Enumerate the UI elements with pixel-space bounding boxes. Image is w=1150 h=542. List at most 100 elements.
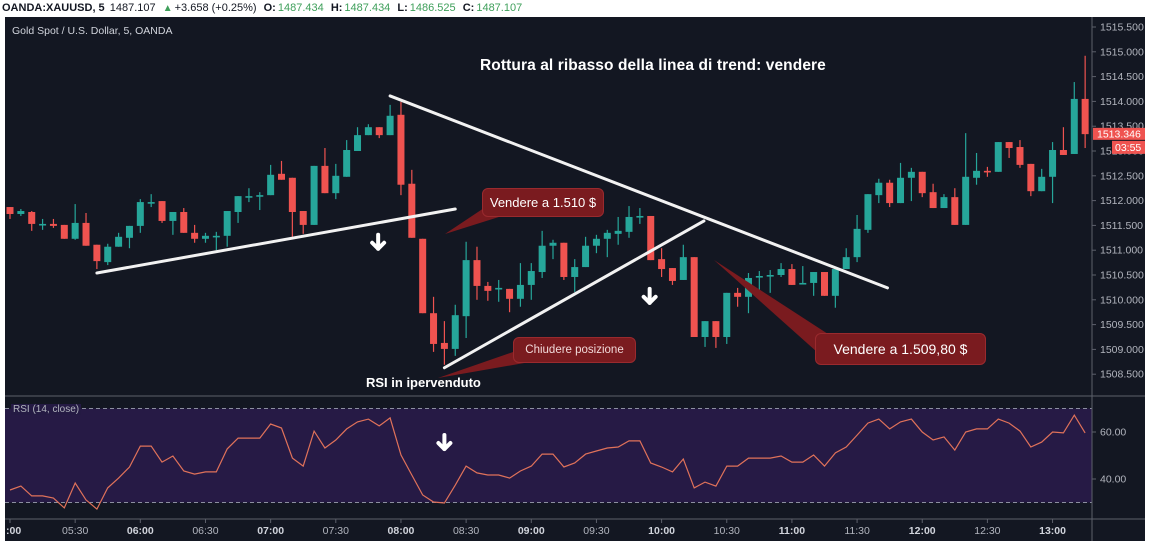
price-tick-label: 1508.500 xyxy=(1100,369,1144,381)
rsi-line xyxy=(9,413,1086,511)
bullish-candle xyxy=(104,243,112,266)
bullish-candle xyxy=(169,212,177,235)
bearish-candle xyxy=(278,160,285,180)
bearish-candle xyxy=(788,264,796,285)
rsi-oversold-note[interactable]: RSI in ipervenduto xyxy=(366,375,481,390)
descending-trendline[interactable] xyxy=(388,94,889,290)
bearish-candle xyxy=(918,171,926,198)
bearish-candle xyxy=(60,224,68,239)
bullish-candle xyxy=(201,232,209,243)
chart-annotation-title[interactable]: Rottura al ribasso della linea di trend:… xyxy=(480,57,826,74)
bullish-candle xyxy=(582,236,590,268)
rsi-legend[interactable]: RSI (14, close) xyxy=(11,404,82,415)
bearish-candle xyxy=(484,281,492,301)
time-tick-label: 06:30 xyxy=(192,525,218,537)
bearish-candle xyxy=(473,246,481,300)
bearish-candle xyxy=(1059,127,1067,155)
rsi-overbought-oversold-band xyxy=(5,408,1092,503)
bearish-candle xyxy=(1081,55,1089,149)
bearish-candle xyxy=(1027,163,1035,197)
price-tick-label: 1511.500 xyxy=(1100,220,1143,232)
time-tick-label: 11:00 xyxy=(779,525,805,537)
arrow-markers[interactable] xyxy=(370,232,658,452)
bullish-candle xyxy=(386,104,394,136)
bullish-candle xyxy=(799,266,807,285)
bearish-candle xyxy=(419,238,427,314)
callout-sell-1510[interactable]: Vendere a 1.510 $ xyxy=(482,188,604,217)
time-tick-label: 13:00 xyxy=(1039,525,1066,537)
last-price-marker: 1513.346 03:55 xyxy=(1093,127,1145,154)
bearish-candle xyxy=(821,272,828,296)
time-tick-label: 09:30 xyxy=(583,525,609,537)
series-legend[interactable]: Gold Spot / U.S. Dollar, 5, OANDA xyxy=(12,25,173,37)
bearish-candle xyxy=(408,169,416,238)
bullish-candle xyxy=(853,214,861,263)
bearish-candle xyxy=(93,244,101,270)
bearish-candle xyxy=(951,188,959,225)
sell-arrow-down-icon[interactable] xyxy=(641,286,658,305)
bullish-candle xyxy=(364,124,372,136)
bearish-candle xyxy=(668,268,676,285)
last-price: 1487.107 xyxy=(109,2,156,14)
bullish-candle xyxy=(875,178,883,204)
bearish-candle xyxy=(180,208,188,233)
bullish-candle xyxy=(245,188,253,203)
time-tick-label: 07:30 xyxy=(323,525,349,537)
trendline-drawings[interactable] xyxy=(95,94,889,370)
rsi-axis[interactable]: 60.00 40.00 xyxy=(1092,427,1126,486)
bullish-candle xyxy=(549,239,557,260)
bullish-candle xyxy=(940,194,948,209)
oversold-arrow-down-icon[interactable] xyxy=(436,433,453,452)
callout-close-position[interactable]: Chiudere posizione xyxy=(513,337,636,363)
callout-tail xyxy=(438,351,530,378)
price-axis[interactable]: 1515.5001515.0001514.5001514.0001513.500… xyxy=(1092,22,1144,381)
time-tick-label: 07:00 xyxy=(257,525,284,537)
bearish-candle xyxy=(82,213,90,246)
bullish-candle xyxy=(136,199,144,233)
price-tick-label: 1509.000 xyxy=(1100,344,1144,356)
bullish-candle xyxy=(332,163,340,200)
bullish-candle xyxy=(571,259,579,292)
symbol-label[interactable]: OANDA:XAUUSD, 5 xyxy=(2,2,105,14)
bullish-candle xyxy=(39,218,47,230)
callout-sell-150980[interactable]: Vendere a 1.509,80 $ xyxy=(815,333,986,365)
rsi-series xyxy=(9,413,1086,511)
time-axis[interactable]: :00 05:30 06:00 06:30 07:00 07:30 08:00 08:30 09… xyxy=(6,519,1066,537)
rising-wedge-trendline[interactable] xyxy=(442,219,706,370)
bullish-candle xyxy=(1049,142,1057,204)
time-tick-label: 08:30 xyxy=(453,525,479,537)
low-value: 1486.525 xyxy=(409,2,456,14)
bearish-candle xyxy=(321,148,329,194)
bearish-candle xyxy=(734,287,742,307)
bearish-candle xyxy=(886,179,894,208)
price-tick-label: 1512.000 xyxy=(1100,195,1144,207)
bullish-candle xyxy=(625,206,633,238)
open-label: O: xyxy=(263,2,276,14)
time-tick-label: :00 xyxy=(6,525,21,537)
bearish-candle xyxy=(288,177,296,237)
bullish-candle xyxy=(354,127,362,151)
bullish-candle xyxy=(538,230,546,278)
price-tick-label: 1512.500 xyxy=(1100,170,1144,182)
bullish-candle xyxy=(147,194,155,208)
time-tick-label: 10:30 xyxy=(714,525,740,537)
sell-arrow-down-icon[interactable] xyxy=(370,232,387,251)
rsi-tick-label: 40.00 xyxy=(1100,474,1126,486)
bullish-candle xyxy=(267,164,275,196)
bullish-candle xyxy=(343,140,351,177)
bearish-candle xyxy=(560,242,568,280)
high-value: 1487.434 xyxy=(344,2,391,14)
support-trendline[interactable] xyxy=(95,207,457,275)
bullish-candle xyxy=(810,272,818,296)
bearish-candle xyxy=(1005,142,1013,158)
bullish-candle xyxy=(495,279,503,302)
pane-separators[interactable] xyxy=(5,17,1145,541)
bullish-candle xyxy=(614,216,622,245)
bullish-candle xyxy=(451,304,459,356)
last-price-badge xyxy=(1093,127,1145,140)
bearish-candle xyxy=(506,288,514,313)
bearish-candle xyxy=(397,101,405,196)
time-tick-label: 10:00 xyxy=(648,525,675,537)
time-tick-label: 05:30 xyxy=(62,525,88,537)
